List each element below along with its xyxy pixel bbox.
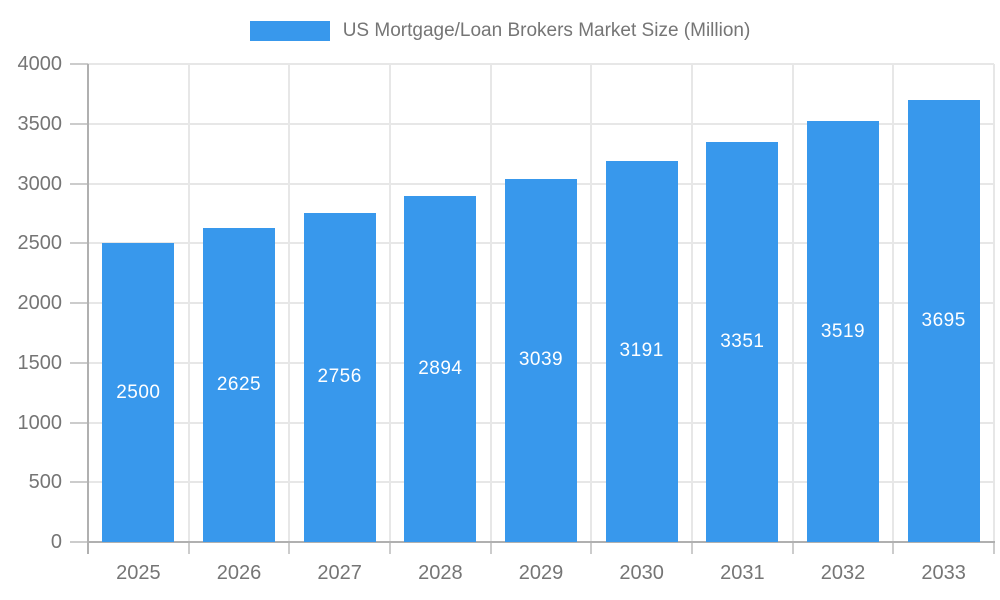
bar-value-label: 3039	[518, 349, 564, 371]
x-axis-tick	[993, 542, 995, 554]
y-axis-tick	[70, 63, 88, 65]
y-axis-line	[87, 64, 89, 554]
y-axis-tick	[70, 242, 88, 245]
bar: 2756	[303, 212, 376, 542]
x-axis-tick	[691, 542, 693, 554]
y-tick-label: 500	[28, 471, 62, 494]
y-tick-label: 1000	[17, 411, 63, 434]
y-axis-tick	[70, 541, 88, 543]
x-tick-label: 2032	[820, 562, 866, 584]
x-axis-tick	[187, 542, 190, 554]
v-gridline	[489, 64, 492, 542]
legend-swatch-icon	[249, 21, 330, 41]
y-tick-label: 4000	[17, 53, 63, 75]
y-tick-label: 2500	[17, 232, 63, 255]
bar-value-label: 2500	[116, 381, 161, 403]
v-gridline	[187, 64, 190, 542]
x-tick-label: 2029	[518, 562, 564, 584]
y-tick-label: 3500	[17, 112, 63, 135]
x-axis-line	[87, 541, 995, 543]
legend-label: US Mortgage/Loan Brokers Market Size (Mi…	[342, 20, 751, 41]
x-tick-label: 2025	[116, 562, 161, 584]
y-axis-tick	[70, 182, 88, 185]
h-gridline	[88, 122, 994, 125]
x-axis-tick	[288, 542, 291, 554]
bar: 3519	[807, 121, 879, 542]
chart-legend[interactable]: US Mortgage/Loan Brokers Market Size (Mi…	[0, 14, 1000, 48]
bar-value-label: 3191	[619, 340, 664, 362]
y-tick-label: 2000	[17, 292, 63, 314]
bar-value-label: 3519	[820, 320, 866, 342]
x-axis-tick	[489, 542, 492, 554]
v-gridline	[791, 64, 794, 542]
x-tick-label: 2033	[921, 562, 966, 584]
bar: 2894	[404, 196, 477, 542]
x-tick-label: 2026	[216, 562, 262, 584]
y-tick-label: 1500	[17, 351, 63, 374]
v-gridline	[691, 64, 693, 542]
bar: 3039	[505, 178, 577, 542]
v-gridline	[389, 64, 391, 542]
x-axis-tick	[590, 542, 593, 554]
x-tick-label: 2030	[619, 562, 664, 584]
v-gridline	[892, 64, 895, 542]
bar-value-label: 2894	[418, 358, 463, 380]
bar: 3351	[706, 141, 779, 542]
v-gridline	[993, 64, 995, 542]
bar: 3191	[605, 160, 678, 542]
x-tick-label: 2028	[418, 562, 463, 584]
bar: 2500	[102, 243, 175, 542]
y-axis-tick	[70, 421, 88, 424]
y-axis-tick	[70, 361, 88, 364]
y-axis-tick	[70, 302, 88, 304]
bar-value-label: 2625	[216, 374, 262, 396]
y-tick-label: 0	[50, 531, 62, 553]
v-gridline	[288, 64, 291, 542]
x-tick-label: 2031	[720, 562, 765, 584]
x-tick-label: 2027	[317, 562, 362, 584]
y-tick-label: 3000	[17, 172, 63, 195]
y-axis-tick	[70, 122, 88, 125]
y-axis-tick	[70, 481, 88, 484]
bar-value-label: 2756	[317, 366, 362, 388]
x-axis-tick	[892, 542, 895, 554]
x-axis-tick	[791, 542, 794, 554]
bar-value-label: 3351	[720, 330, 765, 352]
v-gridline	[590, 64, 593, 542]
bar: 3695	[907, 100, 980, 542]
h-gridline	[88, 63, 994, 65]
bar: 2625	[203, 228, 275, 542]
x-axis-tick	[389, 542, 391, 554]
bar-value-label: 3695	[921, 310, 966, 332]
